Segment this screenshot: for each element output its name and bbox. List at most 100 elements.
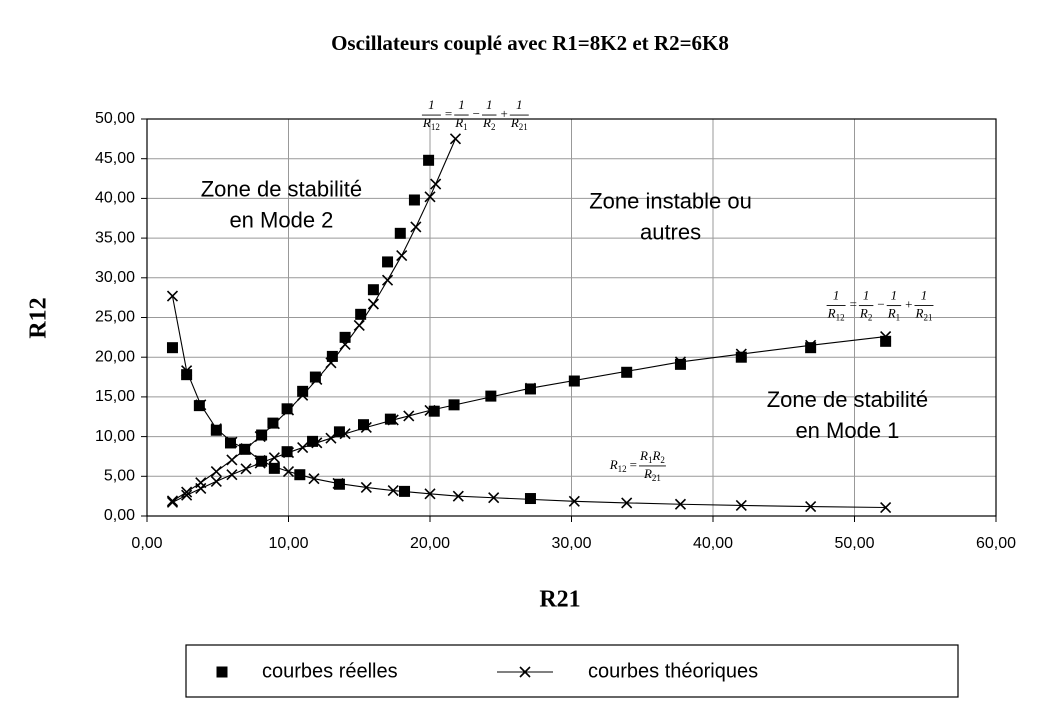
x-marker <box>240 463 252 475</box>
x-marker <box>519 666 531 678</box>
x-marker <box>268 418 280 430</box>
x-marker <box>210 423 222 435</box>
x-marker <box>195 399 207 411</box>
x-marker <box>735 348 747 360</box>
legend-label: courbes théoriques <box>588 660 758 682</box>
x-marker <box>449 133 462 145</box>
formula-text: R <box>510 115 519 130</box>
x-marker <box>311 437 323 449</box>
numerator: 1 <box>428 97 435 112</box>
square-marker <box>384 413 396 425</box>
formula-text: 1 <box>516 97 523 112</box>
y-tick-label: 0,00 <box>104 507 135 524</box>
square-marker <box>485 390 497 402</box>
x-marker <box>181 365 193 377</box>
formula: 1R 12=1R 1−1R 2+1R 21 <box>421 97 529 132</box>
x-marker <box>805 500 817 513</box>
y-tick-label: 40,00 <box>95 190 135 207</box>
zone-label: en Mode 1 <box>795 418 899 443</box>
x-marker <box>387 485 399 497</box>
square-marker <box>880 335 892 347</box>
x-marker <box>430 178 442 190</box>
x-marker <box>282 446 295 459</box>
square-marker <box>423 154 435 166</box>
zone-label: en Mode 2 <box>229 208 333 233</box>
y-tick-label: 35,00 <box>95 229 135 246</box>
x-marker <box>621 497 633 509</box>
square-marker <box>428 405 440 417</box>
square-marker <box>326 350 338 362</box>
x-marker <box>568 495 580 507</box>
x-marker <box>424 488 436 500</box>
square-marker <box>367 284 379 296</box>
y-tick-label: 15,00 <box>95 388 135 405</box>
square-marker <box>210 424 222 436</box>
square-marker <box>735 351 747 363</box>
formula-sub: 21 <box>652 473 661 483</box>
denominator: R 12 <box>827 306 845 323</box>
formula-text: R <box>643 466 652 481</box>
formula-op: = <box>630 457 637 472</box>
x-marker <box>282 465 295 478</box>
formula-text: 1 <box>891 288 898 303</box>
formula: R 12 =R 1 R 2R 21 <box>609 448 666 483</box>
x-marker <box>268 452 280 464</box>
x-tick-label: 30,00 <box>551 535 591 552</box>
x-tick-label: 0,00 <box>131 535 162 552</box>
denominator: R 21 <box>643 466 661 483</box>
formula-text: 1 <box>458 97 465 112</box>
x-marker <box>166 290 179 302</box>
x-marker <box>195 477 207 489</box>
x-marker <box>367 298 379 310</box>
x-marker <box>381 274 394 286</box>
plot-border <box>146 118 997 517</box>
numerator: 1 <box>516 97 523 112</box>
x-marker <box>387 414 399 426</box>
x-marker <box>297 441 309 454</box>
square-marker <box>408 194 420 206</box>
x-marker <box>226 454 238 466</box>
x-tick-label: 40,00 <box>693 535 733 552</box>
formula-op: = <box>445 106 452 121</box>
x-marker <box>166 496 179 508</box>
x-marker <box>403 410 415 422</box>
numerator: 1 <box>891 288 898 303</box>
x-marker <box>226 436 238 448</box>
formula-sub: 21 <box>519 122 528 132</box>
x-tick-label: 20,00 <box>410 535 450 552</box>
formula-op: = <box>850 297 857 312</box>
zone-label: Zone de stabilité <box>767 387 928 412</box>
formula-op: − <box>473 106 480 121</box>
formula-text: R <box>639 448 648 463</box>
x-marker <box>254 454 266 466</box>
formula-text: 1 <box>863 288 870 303</box>
x-marker <box>254 430 266 443</box>
formula-sub: 2 <box>868 313 873 323</box>
zone-label: Zone de stabilité <box>201 177 362 202</box>
x-marker <box>166 495 179 507</box>
x-marker <box>311 373 323 385</box>
x-marker <box>424 404 436 416</box>
x-marker <box>410 221 422 233</box>
x-marker <box>396 250 408 262</box>
formula-text: R <box>609 457 618 472</box>
x-marker <box>880 330 892 343</box>
x-tick-label: 10,00 <box>268 535 308 552</box>
x-marker <box>240 443 252 455</box>
denominator: R 21 <box>510 115 528 132</box>
x-marker <box>282 404 295 416</box>
numerator: 1 <box>833 288 840 303</box>
y-tick-label: 20,00 <box>95 348 135 365</box>
square-marker <box>216 666 228 678</box>
x-tick-label: 60,00 <box>976 535 1016 552</box>
square-marker <box>307 435 319 447</box>
formula-text: R <box>859 306 868 321</box>
square-marker <box>333 426 345 438</box>
formula-sub: 12 <box>836 313 845 323</box>
y-tick-label: 30,00 <box>95 269 135 286</box>
